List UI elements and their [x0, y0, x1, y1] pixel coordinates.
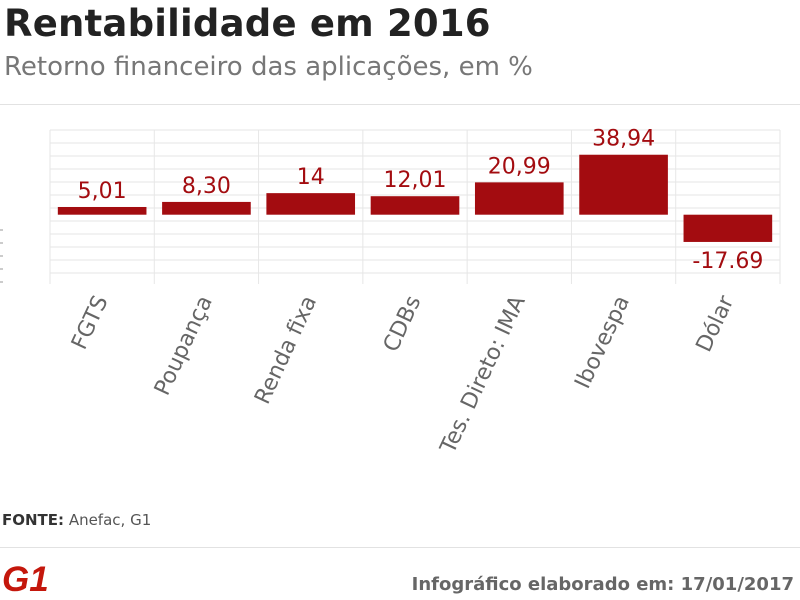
x-tick-label: Renda fixa: [250, 292, 322, 408]
x-tick-label: Ibovespa: [570, 292, 635, 393]
source-text: Anefac, G1: [68, 511, 152, 529]
footer-note: Infográfico elaborado em: 17/01/2017: [411, 574, 794, 595]
data-label: 20,99: [488, 154, 551, 179]
chart-title: Rentabilidade em 2016: [4, 2, 491, 45]
x-tick-label: CDBs: [379, 292, 427, 356]
bar-2: [162, 201, 251, 215]
bar-6: [579, 154, 668, 215]
bar-5: [474, 182, 564, 215]
bar-1: [57, 206, 147, 215]
g1-logo-text: G1: [2, 560, 49, 596]
source-line: FONTE: Anefac, G1: [2, 511, 151, 529]
data-label: 8,30: [182, 174, 231, 199]
x-tick-label: Poupança: [150, 292, 218, 399]
bar-chart: 5,01 FGTS 8,30 Poupança 14 Renda fixa 12,01 CDB…: [0, 127, 781, 458]
g1-logo: G1: [2, 560, 49, 596]
bar-4: [370, 196, 460, 215]
x-tick-label: Dólar: [692, 291, 740, 356]
source-label: FONTE:: [2, 511, 65, 529]
bottom-divider: [0, 547, 800, 548]
bar-3: [266, 193, 356, 215]
data-label: 38,94: [592, 127, 655, 152]
bar-7: [683, 214, 773, 242]
data-label: 5,01: [78, 179, 127, 204]
data-label: 14: [297, 165, 325, 190]
x-tick-label: Tes. Direto: IMA: [435, 292, 530, 458]
x-tick-label: FGTS: [67, 292, 113, 354]
chart-subtitle: Retorno financeiro das aplicações, em %: [4, 52, 533, 82]
data-label: 12,01: [384, 168, 447, 193]
data-label: -17.69: [692, 249, 763, 274]
top-divider: [0, 104, 800, 105]
